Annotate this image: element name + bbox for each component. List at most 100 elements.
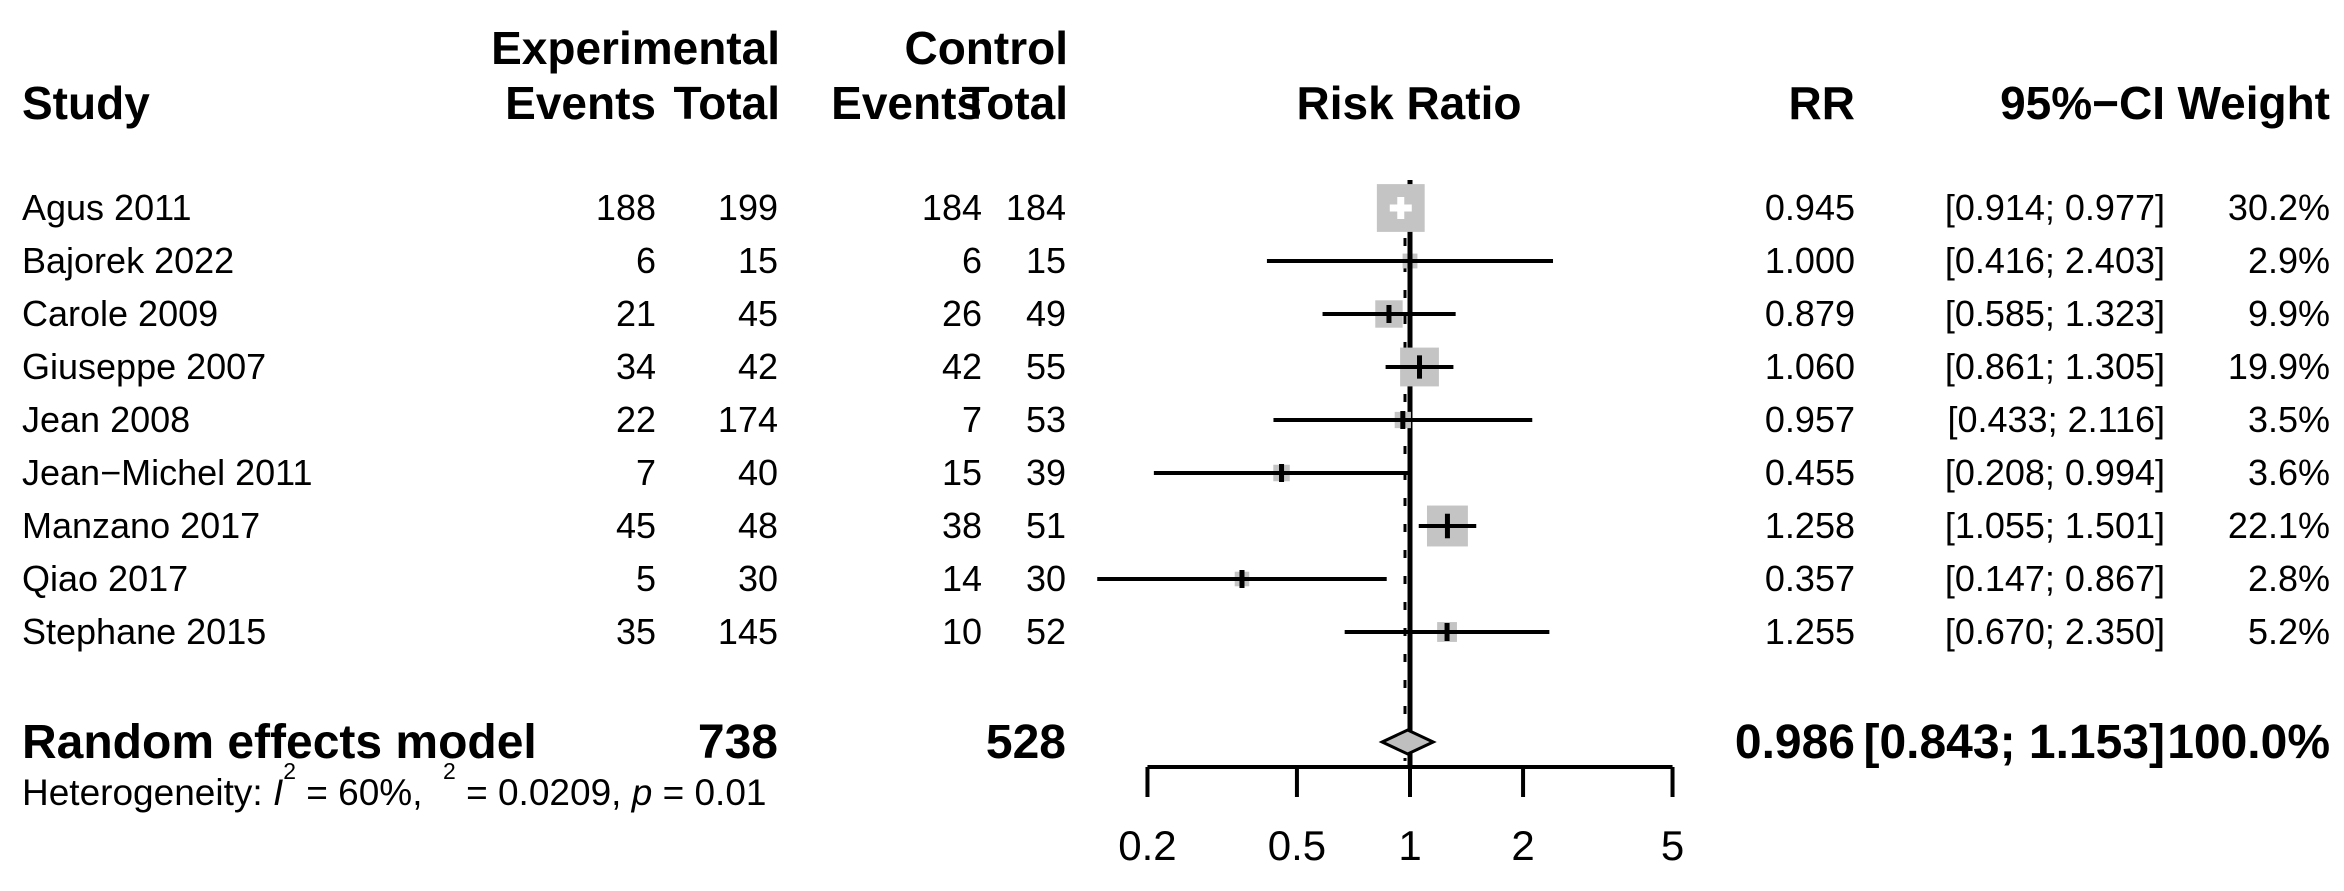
ctrl-events: 15 (941, 452, 982, 493)
ci-value: [0.147; 0.867] (1944, 558, 2165, 599)
rr-value: 1.060 (1764, 346, 1855, 387)
control-group-header: Control (904, 22, 1068, 74)
rr-value: 0.357 (1764, 558, 1855, 599)
exp-events: 22 (615, 399, 656, 440)
study-name: Manzano 2017 (22, 505, 261, 546)
weight-value: 5.2% (2247, 611, 2330, 652)
exp-total: 30 (737, 558, 778, 599)
ci-value: [0.416; 2.403] (1944, 240, 2165, 281)
summary-rr-value: 0.986 (1734, 716, 1855, 769)
het-tau-value: = 0.0209, (455, 772, 632, 813)
effect-tick (1239, 570, 1245, 588)
exp-total: 48 (737, 505, 778, 546)
study-name: Jean 2008 (22, 399, 191, 440)
heterogeneity-note: Heterogeneity: I2 = 60%, 2 = 0.0209, p =… (22, 760, 767, 813)
ctrl-events: 26 (941, 293, 982, 334)
x-axis-label: 1 (1398, 822, 1421, 869)
ctrl-events: 6 (961, 240, 982, 281)
study-name: Bajorek 2022 (22, 240, 235, 281)
x-axis-label: 0.2 (1118, 822, 1176, 869)
risk-ratio-header: Risk Ratio (1296, 77, 1522, 129)
exp-events-header: Events (505, 77, 656, 129)
study-name: Jean−Michel 2011 (22, 452, 313, 493)
effect-tick (1386, 305, 1392, 323)
exp-events: 34 (615, 346, 656, 387)
study-column-header: Study (22, 77, 150, 129)
ctrl-total: 30 (1025, 558, 1066, 599)
ctrl-total: 53 (1025, 399, 1066, 440)
study-name: Carole 2009 (22, 293, 219, 334)
ci-value: [0.208; 0.994] (1944, 452, 2165, 493)
effect-tick (1444, 513, 1450, 539)
exp-events: 188 (595, 187, 656, 228)
summary-ctrl-total: 528 (985, 716, 1066, 769)
weight-value: 9.9% (2247, 293, 2330, 334)
exp-total: 174 (717, 399, 778, 440)
exp-total: 145 (717, 611, 778, 652)
weight-header: Weight (2177, 77, 2330, 129)
het-i-value: = 60%, (295, 772, 433, 813)
weight-value: 2.8% (2247, 558, 2330, 599)
ctrl-events: 38 (941, 505, 982, 546)
ci-value: [0.585; 1.323] (1944, 293, 2165, 334)
exp-events: 45 (615, 505, 656, 546)
ctrl-total: 52 (1025, 611, 1066, 652)
ci-value: [0.861; 1.305] (1944, 346, 2165, 387)
het-i-sup: 2 (283, 758, 296, 785)
weight-value: 2.9% (2247, 240, 2330, 281)
exp-total: 15 (737, 240, 778, 281)
exp-events: 7 (635, 452, 656, 493)
summary-label: Random effects model (22, 716, 537, 769)
het-p-value: = 0.01 (652, 772, 767, 813)
ci-header: 95%−CI (2000, 77, 2165, 129)
summary-weight-value: 100.0% (2167, 716, 2330, 769)
effect-tick (1444, 623, 1450, 641)
ctrl-events: 10 (941, 611, 982, 652)
ci-value: [0.914; 0.977] (1944, 187, 2165, 228)
ctrl-total: 55 (1025, 346, 1066, 387)
ctrl-total-header: Total (961, 77, 1068, 129)
rr-value: 1.255 (1764, 611, 1855, 652)
exp-events: 21 (615, 293, 656, 334)
ctrl-total: 15 (1025, 240, 1066, 281)
study-name: Agus 2011 (22, 187, 192, 228)
ctrl-events: 42 (941, 346, 982, 387)
het-prefix: Heterogeneity: (22, 772, 273, 813)
study-name: Giuseppe 2007 (22, 346, 267, 387)
summary-diamond (1378, 728, 1437, 756)
exp-total: 40 (737, 452, 778, 493)
ctrl-total: 184 (1005, 187, 1066, 228)
rr-value: 0.455 (1764, 452, 1855, 493)
exp-total: 42 (737, 346, 778, 387)
x-axis-label: 5 (1661, 822, 1684, 869)
effect-cross (1397, 197, 1405, 219)
ctrl-events: 14 (941, 558, 982, 599)
exp-events: 6 (635, 240, 656, 281)
rr-value: 0.879 (1764, 293, 1855, 334)
x-axis-label: 0.5 (1268, 822, 1326, 869)
x-axis-label: 2 (1511, 822, 1534, 869)
ctrl-total: 39 (1025, 452, 1066, 493)
summary-ci-value: [0.843; 1.153] (1863, 716, 2165, 769)
study-name: Qiao 2017 (22, 558, 189, 599)
summary-exp-total: 738 (697, 716, 778, 769)
effect-tick (1417, 355, 1423, 379)
weight-value: 19.9% (2227, 346, 2330, 387)
ci-value: [0.670; 2.350] (1944, 611, 2165, 652)
effect-tick (1407, 252, 1413, 270)
ctrl-events: 184 (921, 187, 982, 228)
rr-value: 0.945 (1764, 187, 1855, 228)
weight-value: 22.1% (2227, 505, 2330, 546)
ctrl-events: 7 (961, 399, 982, 440)
experimental-group-header: Experimental (491, 22, 780, 74)
ci-value: [1.055; 1.501] (1944, 505, 2165, 546)
rr-value: 1.000 (1764, 240, 1855, 281)
het-tau-sup: 2 (443, 758, 456, 785)
exp-total-header: Total (673, 77, 780, 129)
ctrl-events-header: Events (831, 77, 982, 129)
effect-tick (1400, 411, 1406, 429)
exp-total: 199 (717, 187, 778, 228)
rr-value: 1.258 (1764, 505, 1855, 546)
